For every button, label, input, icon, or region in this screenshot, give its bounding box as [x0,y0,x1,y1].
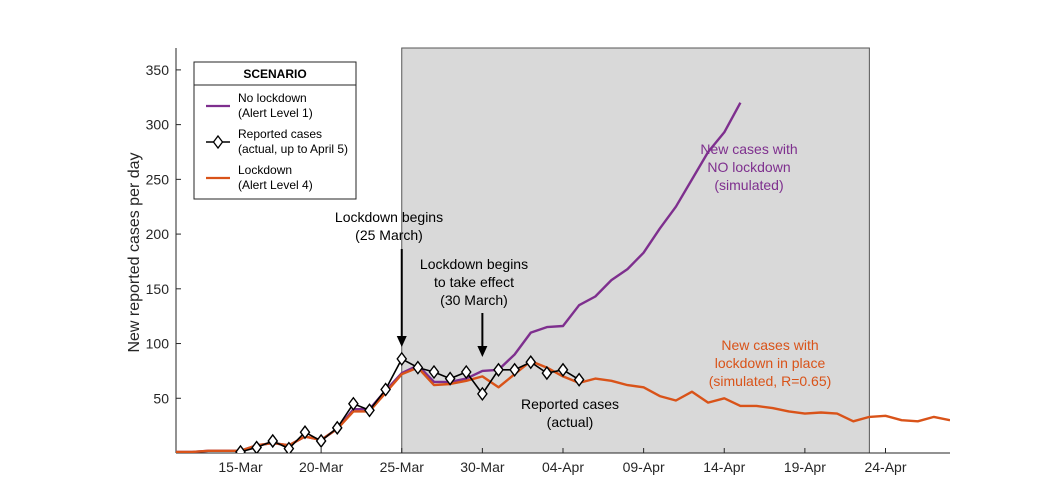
reported-point [315,433,327,449]
legend-entry-sublabel: (Alert Level 4) [238,178,313,192]
y-tick-label: 100 [146,336,170,352]
y-tick-label: 150 [146,281,170,297]
reported-point [525,354,537,370]
x-tick-label: 20-Mar [299,459,344,475]
x-tick-label: 24-Apr [864,459,906,475]
x-tick-label: 14-Apr [703,459,745,475]
y-axis-label: New reported cases per day [126,152,143,352]
y-tick-label: 200 [146,226,170,242]
reported-point [251,440,262,453]
series-line-1 [240,358,580,453]
x-tick-label: 04-Apr [542,459,584,475]
reported-point [460,364,472,380]
reported-point [331,420,343,435]
reported-point [348,396,359,411]
lockdown-shaded-region [401,47,870,454]
reported-point [283,441,295,453]
reported-point [396,351,408,367]
reported-point [557,362,569,377]
reported-point [444,371,456,386]
legend-entry-label: Reported cases [238,127,322,141]
annotation-reported-cases-line: Reported cases [521,396,619,412]
annotation-lockdown-effect: Lockdown begins to take effect (30 March) [420,256,528,308]
reported-point [380,382,391,397]
x-tick-label: 09-Apr [623,459,665,475]
legend-diamond-marker [212,134,224,150]
annotation-reported-cases: Reported cases (actual) [521,396,619,430]
annotation-lockdown-in-place-line: (simulated, R=0.65) [709,373,832,389]
legend-entry-label: No lockdown [238,91,307,105]
reported-point [477,386,488,402]
y-tick-label: 350 [146,62,170,78]
reported-point [541,365,553,381]
reported-point [509,362,520,377]
reported-point [364,403,375,418]
x-tick-label: 19-Apr [784,459,826,475]
annotation-lockdown-effect-line: (30 March) [440,292,508,308]
x-tick-label: 30-Mar [460,459,505,475]
annotation-lockdown-effect-line: to take effect [434,274,514,290]
legend-entry-sublabel: (actual, up to April 5) [238,142,348,156]
arrow-lockdown-effect-head [477,346,488,357]
x-tick-label: 25-Mar [380,459,425,475]
reported-point [573,372,585,387]
annotation-lockdown-begins: Lockdown begins (25 March) [335,209,443,243]
y-tick-label: 250 [146,171,170,187]
annotation-no-lockdown-line: NO lockdown [707,159,790,175]
annotation-no-lockdown: New cases with NO lockdown (simulated) [700,141,797,193]
x-tick-label: 15-Mar [218,459,263,475]
annotation-lockdown-in-place-line: New cases with [721,337,818,353]
legend-entry-sublabel: (Alert Level 1) [238,106,313,120]
series-group [176,102,950,453]
annotation-lockdown-in-place-line: lockdown in place [715,355,826,371]
annotation-reported-cases-line: (actual) [547,414,594,430]
reported-point [412,360,424,375]
annotation-lockdown-in-place: New cases with lockdown in place (simulate… [709,337,832,389]
annotation-lockdown-effect-line: Lockdown begins [420,256,528,272]
reported-point [299,425,311,440]
reported-point [267,433,279,449]
legend-title: SCENARIO [243,67,306,81]
legend-entry-label: Lockdown [238,163,292,177]
arrow-lockdown-begins-head [396,336,407,347]
annotation-lockdown-begins-line: Lockdown begins [335,209,443,225]
reported-point [235,444,246,453]
annotation-no-lockdown-line: (simulated) [714,177,783,193]
reported-point [493,362,504,377]
y-tick-label: 300 [146,117,170,133]
y-tick-label: 50 [153,390,169,406]
reported-point [428,364,440,380]
annotation-lockdown-begins-line: (25 March) [355,227,423,243]
annotation-no-lockdown-line: New cases with [700,141,797,157]
